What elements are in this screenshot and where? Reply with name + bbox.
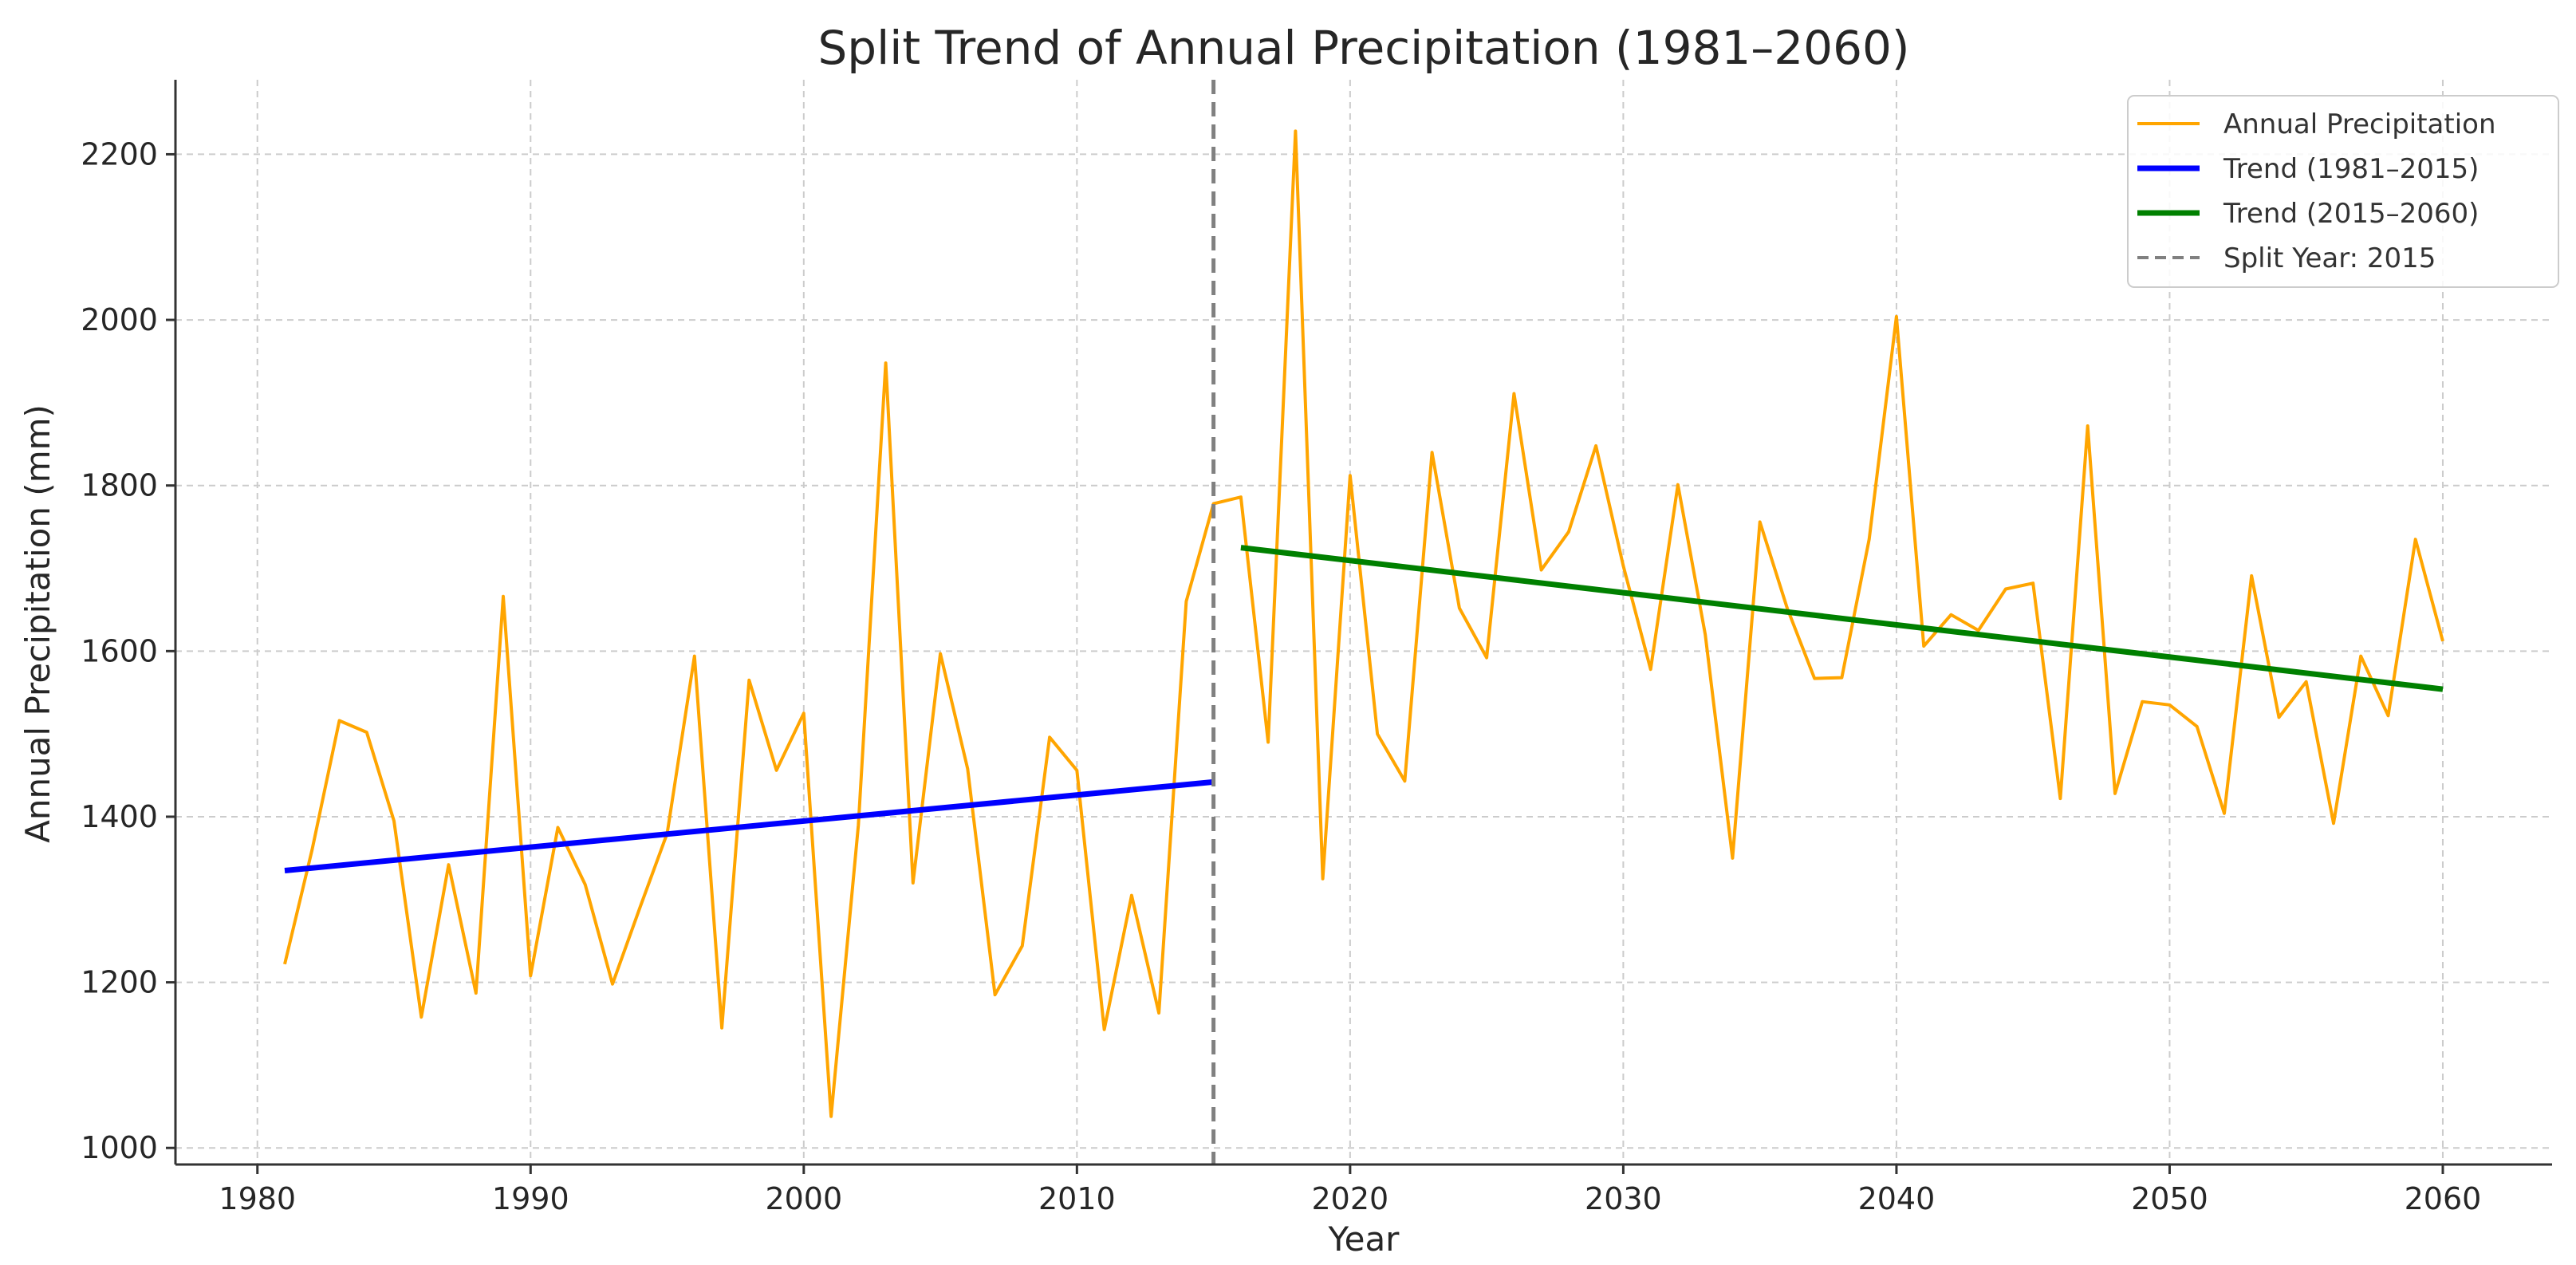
legend-label-0: Annual Precipitation xyxy=(2223,108,2496,140)
x-tick-label-1980: 1980 xyxy=(219,1181,296,1216)
tick-labels: 1980 1990 2000 2010 2020 2030 2040 2050 2060 1000… xyxy=(81,136,2481,1216)
series-line-1 xyxy=(284,778,1214,873)
x-tick-label-2030: 2030 xyxy=(1585,1181,1662,1216)
x-tick-label-2020: 2020 xyxy=(1312,1181,1389,1216)
series-line-0 xyxy=(283,129,2444,1118)
y-tick-label-2200: 2200 xyxy=(81,136,158,171)
x-tick-label-2010: 2010 xyxy=(1038,1181,1116,1216)
x-tick-label-1990: 1990 xyxy=(492,1181,569,1216)
y-tick-label-1000: 1000 xyxy=(81,1130,158,1165)
x-tick-label-2040: 2040 xyxy=(1858,1181,1936,1216)
x-tick-label-2000: 2000 xyxy=(765,1181,842,1216)
y-tick-label-1400: 1400 xyxy=(81,799,158,834)
legend-label-2: Trend (2015–2060) xyxy=(2223,198,2479,230)
series-layer xyxy=(283,80,2444,1165)
series-line-2 xyxy=(1240,545,2444,692)
y-axis-label: Annual Precipitation (mm) xyxy=(18,404,57,843)
axes xyxy=(174,80,2552,1166)
y-tick-label-1200: 1200 xyxy=(81,965,158,1000)
chart-title: Split Trend of Annual Precipitation (198… xyxy=(817,21,1909,75)
y-tick-label-1800: 1800 xyxy=(81,468,158,503)
y-tick-label-1600: 1600 xyxy=(81,633,158,668)
y-tick-label-2000: 2000 xyxy=(81,302,158,337)
x-tick-label-2050: 2050 xyxy=(2131,1181,2208,1216)
legend-label-3: Split Year: 2015 xyxy=(2223,242,2436,274)
x-tick-label-2060: 2060 xyxy=(2405,1181,2482,1216)
legend: Annual Precipitation Trend (1981–2015) Tre… xyxy=(2127,95,2559,288)
legend-label-1: Trend (1981–2015) xyxy=(2223,153,2479,185)
x-axis-label: Year xyxy=(1328,1220,1400,1259)
legend-frame xyxy=(2127,95,2559,288)
